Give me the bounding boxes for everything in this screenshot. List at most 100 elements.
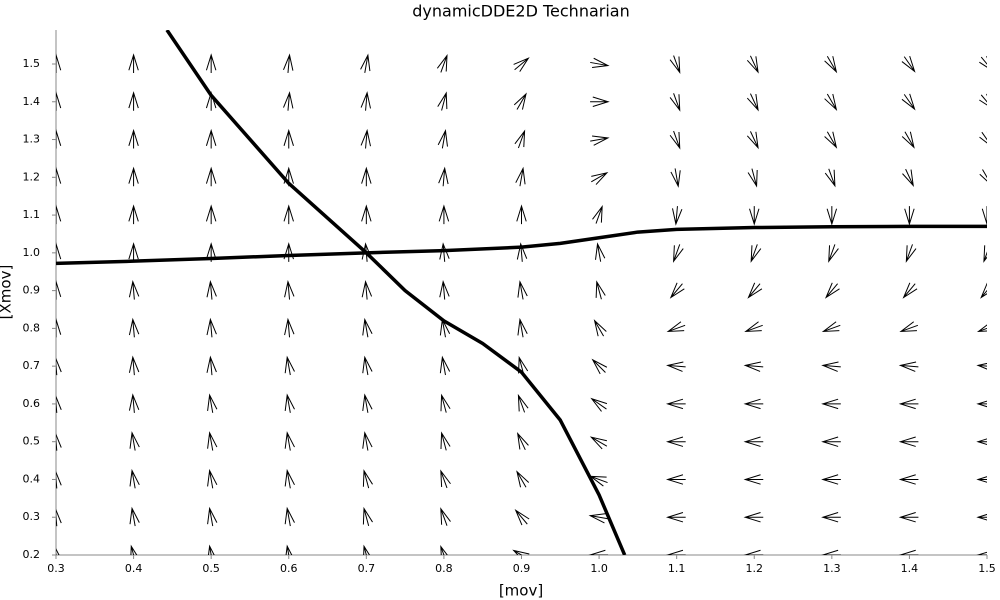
field-arrow xyxy=(746,55,759,74)
field-arrow xyxy=(56,53,62,73)
field-arrow xyxy=(670,168,681,188)
field-arrow xyxy=(439,279,450,300)
field-arrow xyxy=(512,549,530,555)
field-arrow xyxy=(821,436,841,447)
field-arrow xyxy=(515,166,526,187)
field-arrow xyxy=(590,96,610,107)
field-arrow xyxy=(440,544,448,555)
field-arrow xyxy=(514,129,526,149)
field-arrow xyxy=(56,357,62,376)
field-arrow xyxy=(56,166,62,187)
field-arrow xyxy=(898,436,919,447)
field-arrow xyxy=(284,393,295,413)
field-arrow xyxy=(360,91,371,111)
field-arrow xyxy=(207,431,218,451)
field-arrow xyxy=(205,53,217,73)
field-arrow xyxy=(129,468,140,489)
field-arrow xyxy=(593,319,607,337)
field-arrow xyxy=(516,432,529,451)
field-arrow xyxy=(362,506,373,527)
field-arrow xyxy=(56,204,62,225)
field-arrow xyxy=(665,436,686,447)
field-arrow xyxy=(750,244,762,263)
field-arrow xyxy=(828,244,839,263)
field-arrow xyxy=(979,55,987,68)
field-arrow xyxy=(206,317,217,338)
field-arrow xyxy=(128,393,140,413)
field-arrow xyxy=(285,544,293,555)
y-tick-label: 0.4 xyxy=(23,472,41,485)
field-arrow xyxy=(128,128,139,149)
field-arrow xyxy=(747,168,758,188)
field-arrow xyxy=(824,282,840,299)
field-arrow xyxy=(130,544,138,555)
field-arrow xyxy=(517,280,528,300)
x-tick-label: 0.4 xyxy=(125,562,143,575)
field-arrow xyxy=(437,91,448,111)
field-arrow xyxy=(56,433,62,451)
field-arrow xyxy=(128,355,140,376)
field-arrow xyxy=(362,469,373,489)
field-arrow xyxy=(672,206,683,226)
field-arrow xyxy=(976,400,987,408)
field-arrow xyxy=(513,57,530,72)
field-arrow xyxy=(899,321,919,333)
field-arrow xyxy=(362,317,373,338)
field-arrow xyxy=(824,55,838,74)
field-arrow xyxy=(821,549,841,555)
field-arrow xyxy=(516,204,527,225)
field-arrow xyxy=(665,512,686,523)
field-arrow xyxy=(743,436,764,447)
field-arrow xyxy=(588,513,609,524)
field-arrow xyxy=(437,129,448,149)
field-arrow xyxy=(361,204,372,225)
field-arrow xyxy=(207,468,218,489)
field-arrow xyxy=(283,53,294,74)
field-arrow xyxy=(362,355,373,376)
field-arrow xyxy=(440,431,451,451)
field-arrow xyxy=(128,53,139,73)
field-arrow xyxy=(976,324,987,333)
y-tick-label: 0.2 xyxy=(23,548,41,561)
field-arrow xyxy=(56,508,62,527)
x-tick-label: 0.9 xyxy=(513,562,531,575)
y-tick-label: 1.1 xyxy=(23,208,41,221)
field-arrow xyxy=(283,91,294,111)
field-arrow xyxy=(361,166,372,187)
field-arrow xyxy=(513,92,527,110)
field-arrow xyxy=(56,91,62,111)
field-arrow xyxy=(439,242,450,262)
field-arrow xyxy=(438,166,449,187)
field-arrow xyxy=(983,245,987,263)
nullcline xyxy=(56,224,987,266)
field-arrow xyxy=(749,206,760,226)
field-arrow xyxy=(901,55,916,73)
field-arrow xyxy=(588,549,609,555)
field-arrow xyxy=(669,55,681,75)
field-arrow xyxy=(590,135,610,146)
field-arrow xyxy=(743,361,764,372)
field-arrow xyxy=(979,93,987,106)
field-arrow xyxy=(516,470,530,488)
field-arrow xyxy=(362,431,373,451)
field-arrow xyxy=(904,206,915,226)
field-arrow xyxy=(129,506,140,527)
x-tick-label: 1.3 xyxy=(823,562,841,575)
plot-area xyxy=(56,30,987,555)
field-arrow xyxy=(363,544,371,555)
field-arrow xyxy=(128,279,140,300)
field-arrow xyxy=(205,204,217,225)
field-arrow xyxy=(898,398,919,410)
y-tick-label: 1.0 xyxy=(23,246,41,259)
field-arrow xyxy=(976,513,987,521)
field-arrow xyxy=(821,398,841,410)
field-arrow xyxy=(898,361,919,372)
field-arrow xyxy=(669,130,681,150)
field-arrow xyxy=(669,282,685,299)
x-tick-label: 0.7 xyxy=(358,562,376,575)
field-arrow xyxy=(821,321,841,333)
field-arrow xyxy=(979,131,987,144)
field-arrow xyxy=(821,361,841,372)
x-tick-label: 0.8 xyxy=(435,562,453,575)
field-arrow xyxy=(746,131,759,150)
